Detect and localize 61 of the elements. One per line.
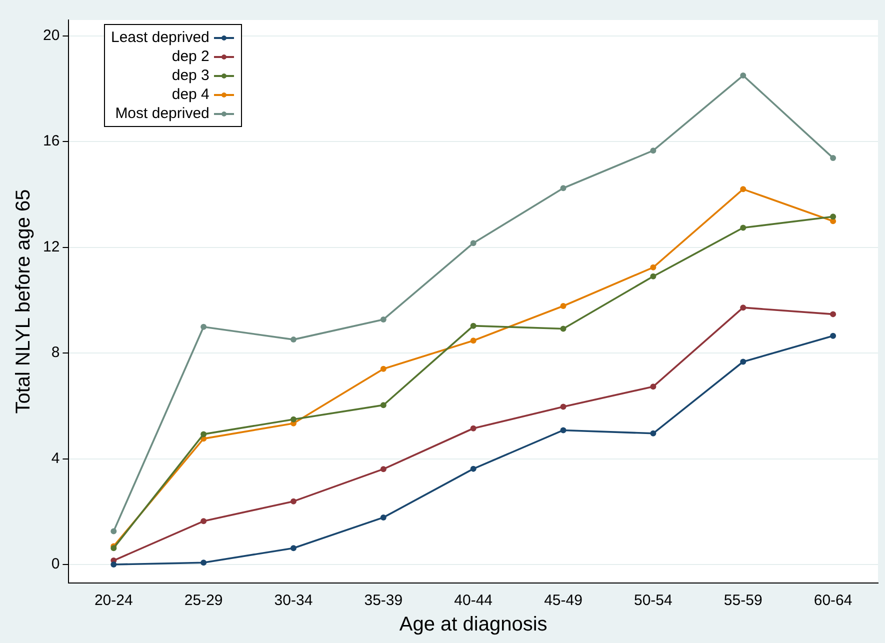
x-tick-label: 20-24 xyxy=(94,592,133,610)
point xyxy=(560,302,566,309)
point xyxy=(470,240,476,246)
point xyxy=(290,416,296,422)
point xyxy=(110,528,117,534)
point xyxy=(830,332,836,339)
point xyxy=(650,264,656,270)
x-tick-label: 30-34 xyxy=(274,592,313,610)
point xyxy=(380,316,386,322)
point xyxy=(740,72,746,79)
point xyxy=(740,304,746,311)
x-tick-label: 50-54 xyxy=(634,592,672,610)
point xyxy=(380,466,386,472)
x-tick-label: 25-29 xyxy=(184,592,223,610)
legend-label: dep 2 xyxy=(172,47,210,66)
point xyxy=(650,148,656,154)
point xyxy=(650,384,656,390)
point xyxy=(200,518,207,524)
point xyxy=(470,466,476,472)
point xyxy=(110,561,117,568)
x-tick-label: 35-39 xyxy=(364,592,403,610)
legend-label: dep 3 xyxy=(172,66,210,85)
y-tick-label: 8 xyxy=(51,344,60,362)
x-tick-label: 45-49 xyxy=(544,592,582,610)
point xyxy=(650,273,656,280)
x-tick-label: 55-59 xyxy=(724,592,762,610)
point xyxy=(560,326,566,332)
point xyxy=(200,560,207,566)
point xyxy=(740,186,746,192)
point xyxy=(290,498,296,504)
point xyxy=(650,430,656,436)
point xyxy=(290,545,296,552)
point xyxy=(560,404,566,410)
point xyxy=(560,427,566,434)
point xyxy=(830,154,836,161)
point xyxy=(200,431,207,438)
y-tick-label: 20 xyxy=(42,27,60,44)
point xyxy=(380,366,386,372)
x-tick-label: 60-64 xyxy=(814,592,852,610)
legend-label: Most deprived xyxy=(115,104,210,123)
point xyxy=(740,358,746,365)
point xyxy=(470,322,476,329)
point xyxy=(290,336,296,343)
y-tick-label: 16 xyxy=(42,132,60,150)
point xyxy=(470,338,476,344)
point xyxy=(380,514,386,520)
point xyxy=(830,311,836,318)
legend-label: dep 4 xyxy=(172,85,210,104)
y-tick-label: 4 xyxy=(51,450,60,467)
y-tick-label: 0 xyxy=(51,556,60,573)
x-tick-label: 40-44 xyxy=(454,592,493,610)
y-axis-title: Total NLYL before age 65 xyxy=(12,189,35,414)
point xyxy=(830,214,836,220)
legend-label: Least deprived xyxy=(111,28,210,47)
point xyxy=(200,324,207,330)
point xyxy=(470,425,476,432)
point xyxy=(380,402,386,408)
y-tick-label: 12 xyxy=(42,238,60,256)
x-axis-title: Age at diagnosis xyxy=(399,614,548,636)
point xyxy=(560,185,566,192)
point xyxy=(740,224,746,231)
